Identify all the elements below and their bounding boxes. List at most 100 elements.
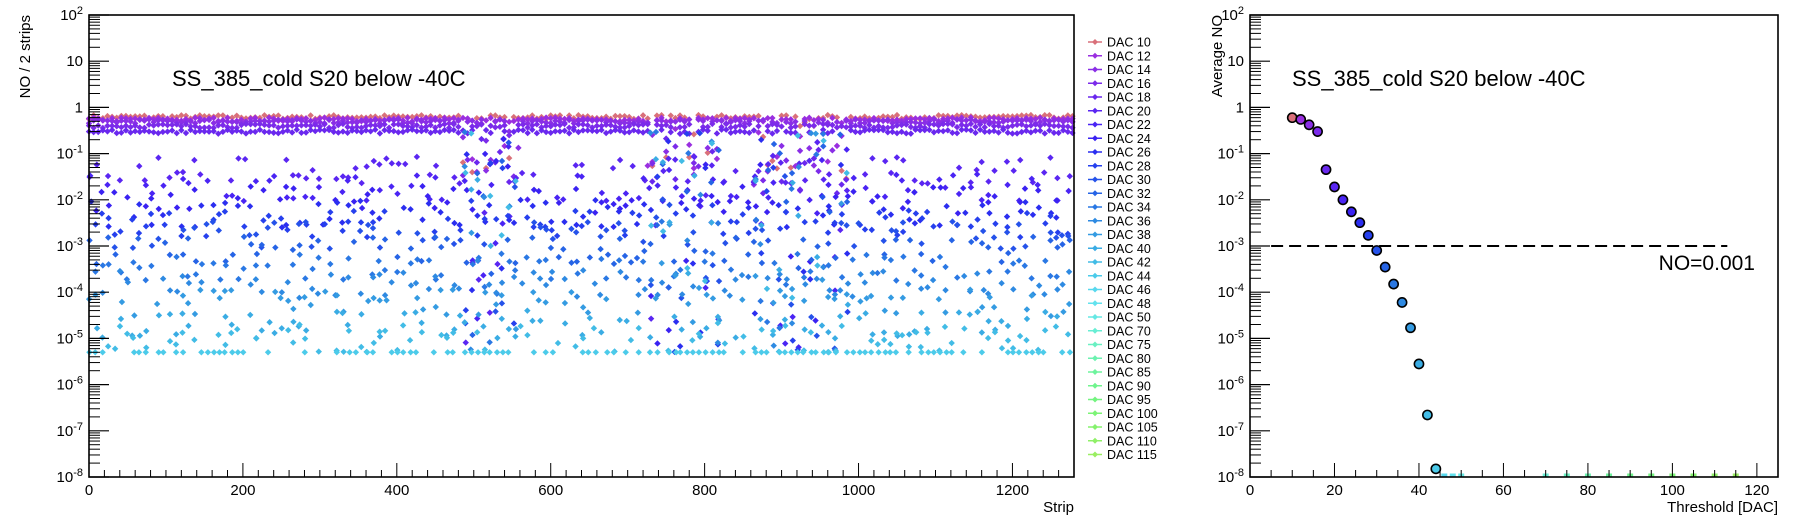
strip-point-dac-20 — [991, 167, 998, 174]
strip-point-dac-16 — [847, 123, 855, 130]
strip-point-dac-22 — [635, 194, 643, 202]
strip-point-dac-44 — [720, 349, 727, 356]
strip-point-dac-12 — [829, 114, 836, 122]
strip-point-dac-34 — [881, 254, 888, 261]
strip-point-dac-10 — [104, 112, 111, 120]
strip-point-dac-30 — [481, 241, 488, 248]
strip-point-dac-44 — [943, 349, 950, 356]
strip-point-dac-44 — [585, 349, 592, 356]
strip-point-dac-22 — [862, 184, 869, 192]
strip-point-dac-42 — [462, 169, 469, 177]
strip-point-dac-42 — [572, 343, 579, 350]
legend-entry-label: DAC 20 — [1107, 104, 1151, 118]
left-y-tick-label: 10-8 — [57, 467, 83, 486]
strip-point-dac-18 — [496, 148, 504, 156]
strip-point-dac-22 — [363, 197, 370, 204]
strip-point-dac-10 — [976, 114, 984, 121]
strip-point-dac-20 — [530, 171, 537, 178]
strip-point-dac-14 — [695, 116, 702, 123]
strip-point-dac-44 — [394, 349, 401, 356]
strip-point-dac-28 — [457, 226, 464, 234]
strip-point-dac-36 — [412, 279, 420, 287]
strip-point-dac-16 — [145, 121, 153, 128]
left-y-tick-label: 10-2 — [57, 190, 83, 209]
strip-point-dac-18 — [1055, 129, 1062, 137]
strip-point-dac-34 — [309, 265, 316, 273]
strip-point-dac-30 — [997, 245, 1004, 252]
strip-point-dac-14 — [847, 120, 855, 127]
strip-point-dac-38 — [284, 297, 292, 305]
strip-point-dac-30 — [356, 227, 364, 235]
strip-point-dac-10 — [879, 113, 887, 120]
strip-point-dac-16 — [778, 123, 785, 130]
strip-point-dac-40 — [302, 327, 310, 334]
strip-point-dac-26 — [178, 223, 185, 230]
strip-point-dac-16 — [681, 123, 688, 131]
strip-point-dac-18 — [916, 127, 924, 134]
strip-point-dac-30 — [615, 220, 622, 227]
strip-point-dac-28 — [683, 130, 691, 138]
strip-point-dac-32 — [641, 247, 648, 255]
strip-point-dac-10 — [889, 113, 896, 121]
strip-point-dac-16 — [252, 121, 259, 128]
legend-marker — [1092, 176, 1098, 183]
strip-point-dac-42 — [769, 327, 777, 335]
strip-point-dac-42 — [1016, 332, 1024, 340]
strip-point-dac-26 — [136, 201, 143, 208]
legend-entry-label: DAC 22 — [1107, 118, 1151, 132]
strip-point-dac-36 — [474, 257, 481, 264]
strip-point-dac-24 — [364, 191, 371, 198]
strip-point-dac-28 — [327, 208, 334, 216]
strip-point-dac-18 — [1041, 130, 1048, 137]
strip-point-dac-36 — [561, 275, 568, 283]
strip-point-dac-16 — [782, 157, 790, 164]
strip-point-dac-36 — [831, 291, 839, 298]
strip-point-dac-16 — [238, 121, 245, 129]
strip-point-dac-34 — [542, 256, 549, 264]
strip-point-dac-14 — [348, 119, 356, 126]
strip-point-dac-26 — [498, 265, 505, 272]
strip-point-dac-30 — [1003, 229, 1011, 236]
strip-point-dac-36 — [849, 293, 856, 300]
strip-point-dac-30 — [1015, 221, 1023, 228]
strip-point-dac-22 — [574, 172, 581, 179]
strip-point-dac-18 — [136, 128, 143, 136]
strip-point-dac-20 — [1017, 156, 1024, 164]
strip-point-dac-32 — [843, 198, 851, 206]
strip-point-dac-18 — [127, 129, 134, 136]
strip-point-dac-16 — [1032, 121, 1039, 128]
strip-point-dac-24 — [937, 184, 944, 191]
strip-point-dac-30 — [155, 235, 162, 243]
strip-point-dac-16 — [136, 124, 143, 131]
strip-point-dac-42 — [627, 336, 635, 344]
average-point — [1354, 217, 1366, 229]
strip-point-dac-22 — [898, 177, 906, 184]
strip-point-dac-32 — [683, 188, 690, 195]
strip-point-dac-18 — [584, 127, 591, 134]
strip-point-dac-24 — [191, 186, 198, 193]
strip-point-dac-32 — [616, 235, 624, 243]
strip-point-dac-18 — [205, 128, 213, 135]
strip-point-dac-24 — [475, 189, 483, 196]
strip-point-dac-22 — [751, 173, 759, 180]
strip-point-dac-26 — [1035, 204, 1043, 211]
strip-point-dac-20 — [641, 177, 649, 184]
strip-point-dac-14 — [432, 116, 439, 124]
strip-point-dac-28 — [474, 232, 481, 239]
strip-point-dac-34 — [142, 276, 149, 284]
strip-point-dac-18 — [879, 126, 887, 134]
strip-point-dac-18 — [1018, 128, 1025, 136]
strip-point-dac-28 — [1023, 209, 1031, 217]
strip-point-dac-16 — [1046, 121, 1053, 129]
strip-point-dac-24 — [832, 193, 839, 201]
strip-point-dac-20 — [315, 175, 323, 182]
strip-point-dac-32 — [296, 242, 303, 249]
legend-entry-label: DAC 90 — [1107, 379, 1151, 393]
strip-point-dac-36 — [345, 274, 352, 281]
strip-point-dac-14 — [598, 116, 605, 124]
strip-point-dac-10 — [690, 131, 698, 138]
strip-point-dac-26 — [807, 276, 814, 283]
strip-point-dac-14 — [778, 142, 785, 150]
strip-point-dac-18 — [1032, 127, 1039, 134]
